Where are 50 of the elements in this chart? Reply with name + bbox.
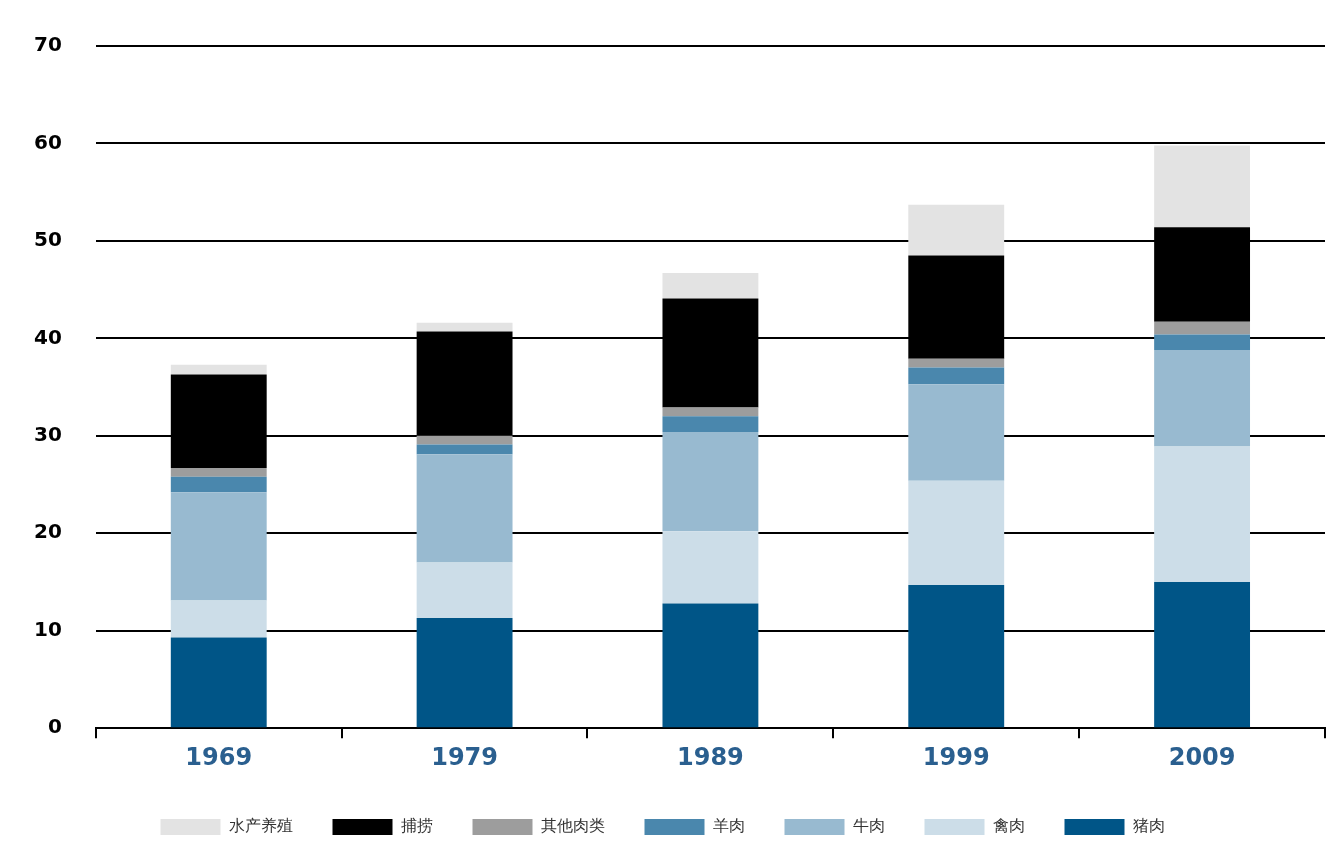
bar: [662, 273, 759, 299]
bar: [1154, 334, 1251, 351]
bar: [416, 618, 513, 728]
y-tick-label: 40: [33, 324, 62, 349]
x-tick-label: 1969: [185, 742, 253, 771]
bar: [170, 364, 267, 375]
bar: [662, 431, 759, 532]
bar: [908, 358, 1005, 368]
bar: [662, 416, 759, 432]
y-tick-label: 30: [33, 422, 62, 447]
bar: [416, 454, 513, 563]
x-tick-label: 1989: [677, 742, 744, 771]
bar: [1154, 582, 1251, 728]
bar: [1154, 145, 1251, 228]
x-tick-label: 1979: [431, 742, 498, 771]
bar: [908, 384, 1005, 481]
legend-label: 禽肉: [992, 816, 1025, 836]
bar: [662, 407, 759, 417]
y-tick-label: 70: [33, 32, 62, 57]
x-tick-label: 2009: [1168, 742, 1236, 771]
bar: [170, 492, 267, 601]
bar: [170, 467, 267, 477]
y-tick-label: 50: [33, 227, 62, 252]
y-tick-label: 10: [33, 616, 62, 641]
bar: [1154, 321, 1251, 335]
legend-label: 捕捞: [400, 816, 433, 836]
bar: [416, 435, 513, 445]
y-tick-label: 0: [47, 714, 62, 739]
bar: [908, 584, 1005, 728]
bar: [170, 476, 267, 493]
bar: [908, 204, 1005, 256]
bar: [1154, 446, 1251, 583]
x-tick-label: 1999: [922, 742, 990, 771]
legend-label: 其他肉类: [540, 816, 605, 836]
bar: [662, 531, 759, 604]
legend-label: 猪肉: [1132, 816, 1165, 836]
bar: [170, 600, 267, 638]
legend-label: 牛肉: [852, 816, 885, 836]
legend-label: 水产养殖: [228, 816, 293, 836]
legend-label: 羊肉: [712, 816, 745, 836]
bar: [908, 367, 1005, 385]
bar: [170, 637, 267, 728]
bar: [908, 480, 1005, 585]
bar: [416, 444, 513, 455]
y-tick-label: 20: [33, 519, 62, 544]
bar: [1154, 350, 1251, 447]
bar: [416, 322, 513, 332]
bar: [416, 562, 513, 619]
y-tick-label: 60: [33, 129, 62, 154]
bar: [662, 603, 759, 728]
